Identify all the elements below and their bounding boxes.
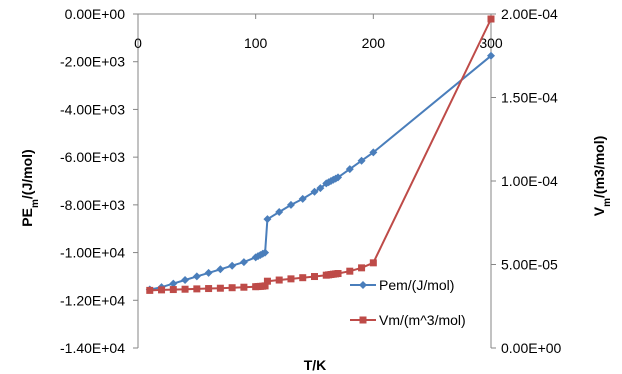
y-tick-label: -1.20E+04 — [60, 292, 125, 308]
y-tick-label: -1.00E+04 — [60, 245, 125, 261]
y-axis-title-sub: m — [30, 199, 41, 208]
data-point-diamond — [310, 187, 319, 196]
y2-tick-label: 2.00E-04 — [501, 6, 558, 22]
data-point-square — [181, 285, 189, 293]
x-tick-label: 100 — [244, 35, 268, 51]
series-line — [149, 55, 492, 291]
y2-tick-label: 1.00E-04 — [501, 173, 558, 189]
data-point-diamond — [286, 200, 295, 209]
x-tick-label: 300 — [479, 35, 503, 51]
data-point-square — [346, 267, 354, 275]
data-point-diamond — [192, 272, 201, 281]
data-point-square — [358, 264, 366, 272]
data-point-square — [287, 275, 295, 283]
data-point-square — [299, 274, 307, 282]
data-point-square — [193, 285, 201, 293]
y-tick-label: -2.00E+03 — [60, 54, 125, 70]
data-point-square — [487, 15, 495, 23]
x-tick-label: 0 — [134, 35, 142, 51]
data-point-square — [261, 282, 269, 290]
data-point-diamond — [345, 165, 354, 174]
y-tick-label: -1.40E+04 — [60, 340, 125, 356]
y-axis-title: PEm/(J/mol) — [19, 149, 41, 226]
data-point-square — [311, 273, 318, 281]
series-vm — [146, 15, 495, 294]
y2-tick-label: 1.50E-04 — [501, 90, 558, 106]
y-axis-title-rest: /(J/mol) — [19, 149, 35, 199]
data-point-diamond — [181, 276, 190, 285]
y2-axis-title-main: V — [591, 206, 607, 216]
x-tick-label: 200 — [362, 35, 386, 51]
series-pem — [145, 51, 495, 294]
data-point-square — [205, 285, 213, 293]
data-point-diamond — [228, 261, 237, 270]
axes — [133, 13, 496, 349]
tick-labels: 0 100 200 300 0.00E+00 -2.00E+03 -4.00E+03 -6.0… — [60, 6, 562, 356]
data-point-diamond — [275, 208, 284, 217]
data-point-square — [169, 286, 177, 294]
data-point-square — [275, 276, 283, 284]
data-point-square — [158, 286, 166, 294]
data-point-square — [228, 284, 236, 292]
series-line — [149, 18, 492, 292]
legend-marker-square — [359, 316, 367, 324]
data-point-diamond — [261, 248, 270, 257]
data-point-square — [334, 270, 342, 278]
legend: Pem/(J/mol) Vm/(m^3/mol) — [350, 277, 466, 328]
data-point-diamond — [316, 184, 325, 193]
data-point-diamond — [216, 265, 225, 274]
legend-label: Pem/(J/mol) — [379, 277, 454, 293]
y-tick-label: -8.00E+03 — [60, 197, 125, 213]
y-axis-title-main: PE — [19, 208, 35, 227]
data-point-square — [263, 277, 271, 285]
legend-item: Pem/(J/mol) — [350, 277, 454, 293]
x-axis-title: T/K — [304, 357, 327, 373]
data-point-diamond — [239, 258, 248, 267]
legend-marker-diamond — [359, 281, 367, 289]
y2-tick-label: 0.00E+00 — [501, 340, 562, 356]
data-point-square — [369, 259, 377, 267]
data-point-diamond — [334, 173, 343, 182]
data-point-diamond — [487, 51, 495, 60]
y2-axis-title-sub: m — [602, 198, 613, 207]
y-tick-label: 0.00E+00 — [65, 6, 126, 22]
data-point-diamond — [298, 194, 307, 203]
y2-axis-title-rest: /(m3/mol) — [591, 136, 607, 198]
data-point-diamond — [369, 148, 378, 157]
y-tick-label: -4.00E+03 — [60, 101, 125, 117]
legend-item: Vm/(m^3/mol) — [350, 312, 466, 328]
data-point-diamond — [263, 215, 272, 224]
data-point-diamond — [204, 268, 213, 277]
data-point-diamond — [169, 279, 178, 288]
data-point-square — [240, 283, 248, 291]
y2-tick-label: 5.00E-05 — [501, 257, 558, 273]
series-layer — [145, 15, 495, 294]
legend-label: Vm/(m^3/mol) — [379, 312, 466, 328]
y-tick-label: -6.00E+03 — [60, 149, 125, 165]
y2-axis-title: Vm/(m3/mol) — [591, 136, 613, 216]
data-point-square — [146, 286, 154, 294]
data-point-square — [216, 284, 224, 292]
data-point-diamond — [357, 156, 366, 165]
